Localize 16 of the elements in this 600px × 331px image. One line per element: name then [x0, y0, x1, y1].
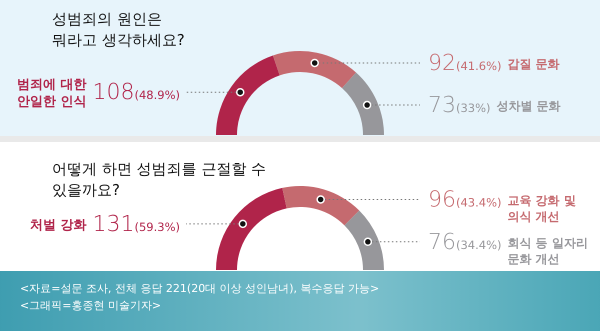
chart-title: 어떻게 하면 성범죄를 근절할 수 있을까요? — [52, 160, 266, 199]
slice-label: 회식 등 일자리 문화 개선 — [508, 236, 588, 266]
slice-label: 범죄에 대한 안일한 인식 — [16, 78, 86, 110]
data-label: 76(34.4%) — [428, 230, 502, 255]
data-label: 131(59.3%) — [92, 212, 180, 237]
data-label: 96(43.4%) — [428, 187, 502, 212]
text: <그래픽=홍종현 미술기자> — [20, 299, 162, 312]
slice-label: 교육 강화 및 의식 개선 — [508, 193, 576, 224]
slice-label: 갑질 문화 — [508, 56, 560, 71]
text: <자료=설문 조사, 전체 응답 221(20대 이상 성인남녀), 복수응답 가능> — [20, 282, 380, 295]
data-label: 108(48.9%) — [92, 80, 180, 106]
data-label: 73(33%) — [428, 93, 491, 118]
chart-title: 성범죄의 원인은 뭐라고 생각하세요? — [52, 10, 185, 49]
slice-label: 처벌 강화 — [30, 218, 86, 233]
slice-label: 성차별 문화 — [496, 99, 561, 114]
data-label: 92(41.6%) — [428, 50, 502, 76]
